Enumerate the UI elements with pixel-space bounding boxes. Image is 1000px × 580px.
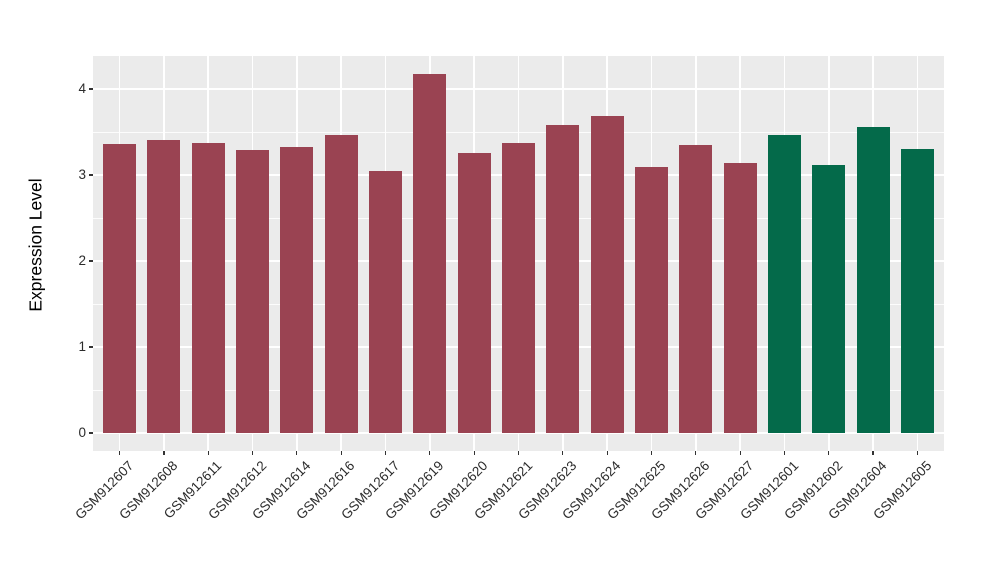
bar-GSM912626 — [679, 144, 713, 433]
x-tick-mark — [163, 451, 165, 455]
y-tick-mark — [89, 260, 93, 262]
y-tick-mark — [89, 174, 93, 176]
bar-GSM912619 — [413, 74, 447, 433]
y-tick-label: 1 — [78, 339, 86, 354]
y-tick-label: 2 — [78, 253, 86, 268]
x-tick-mark — [340, 451, 342, 455]
bar-GSM912627 — [723, 162, 757, 433]
bar-GSM912605 — [900, 149, 934, 433]
bar-GSM912608 — [147, 139, 181, 433]
x-tick-mark — [251, 451, 254, 455]
y-tick-mark — [89, 88, 93, 90]
x-tick-mark — [872, 451, 874, 455]
bar-GSM912617 — [369, 170, 403, 433]
plot-panel — [93, 56, 944, 451]
x-tick-mark — [828, 451, 830, 455]
bar-GSM912611 — [191, 143, 225, 433]
bar-GSM912602 — [812, 164, 846, 433]
bar-GSM912604 — [856, 126, 890, 433]
bar-GSM912616 — [324, 134, 358, 433]
x-tick-mark — [606, 451, 608, 455]
bar-GSM912601 — [767, 134, 801, 433]
x-tick-mark — [695, 451, 697, 455]
x-tick-mark — [562, 451, 564, 455]
y-axis-title: Expression Level — [25, 177, 46, 312]
bar-GSM912621 — [502, 143, 535, 433]
y-tick-label: 3 — [78, 167, 86, 182]
x-tick-mark — [783, 451, 786, 455]
bar-GSM912620 — [457, 152, 491, 433]
y-tick-label: 0 — [78, 425, 86, 440]
x-tick-mark — [429, 451, 431, 455]
bar-GSM912614 — [280, 147, 314, 433]
x-tick-mark — [916, 451, 918, 455]
bar-GSM912607 — [103, 144, 137, 433]
y-tick-label: 4 — [78, 81, 86, 96]
bar-GSM912624 — [590, 115, 624, 433]
x-tick-mark — [118, 451, 121, 455]
x-tick-mark — [296, 451, 298, 455]
x-tick-mark — [473, 451, 475, 455]
y-tick-mark — [89, 432, 93, 434]
x-tick-mark — [650, 451, 653, 455]
y-tick-mark — [89, 346, 93, 348]
bar-GSM912625 — [634, 167, 668, 433]
x-tick-mark — [739, 451, 741, 455]
x-tick-mark — [517, 451, 520, 455]
x-tick-mark — [384, 451, 387, 455]
bar-GSM912612 — [236, 150, 270, 433]
x-tick-mark — [207, 451, 209, 455]
bar-GSM912623 — [546, 125, 580, 433]
